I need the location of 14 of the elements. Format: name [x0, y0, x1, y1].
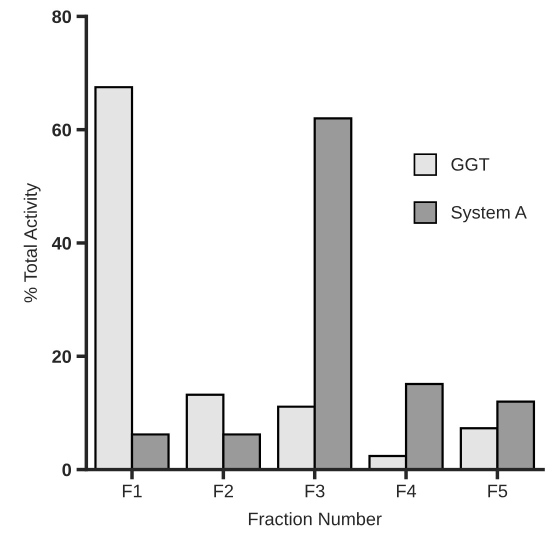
x-tick-label: F3 [306, 484, 324, 498]
y-tick-label: 20 [52, 350, 72, 363]
x-tick-label: F4 [397, 484, 416, 498]
y-axis-title: % Total Activity [24, 182, 41, 302]
legend-label: System A [451, 206, 527, 222]
y-tick-label: 0 [62, 463, 72, 476]
x-tick-label: F2 [214, 484, 233, 498]
x-tick-label: F5 [488, 484, 508, 498]
x-axis-title: Fraction Number [248, 512, 382, 526]
y-tick-label: 80 [52, 10, 72, 24]
x-tick-label: F1 [122, 484, 142, 498]
legend-label: GGT [451, 158, 490, 171]
y-tick-label: 60 [52, 124, 72, 136]
y-tick-label: 40 [52, 236, 72, 250]
